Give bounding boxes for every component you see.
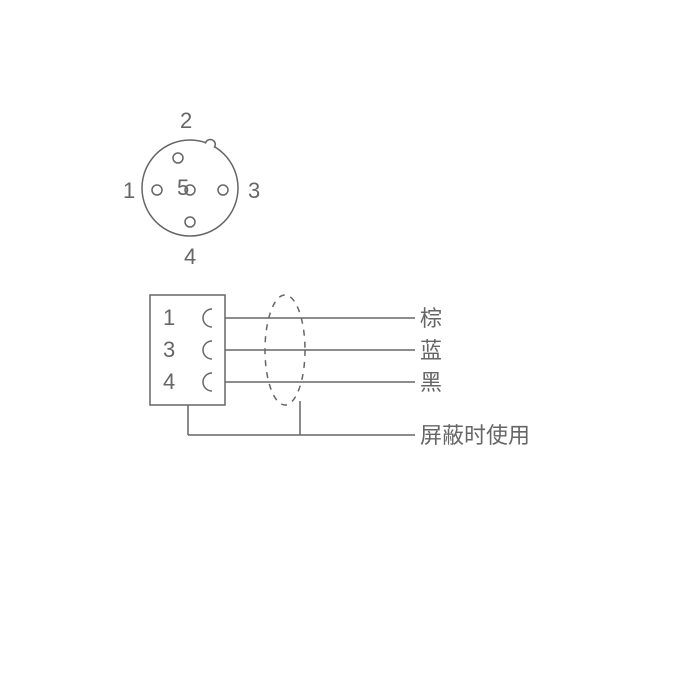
pin-label-1: 1 — [123, 178, 135, 203]
terminal-socket-4 — [203, 373, 212, 391]
wire-color-label-3: 蓝 — [420, 338, 442, 363]
pin-label-2: 2 — [180, 108, 192, 133]
terminal-num-3: 3 — [163, 337, 175, 362]
terminal-socket-1 — [203, 309, 212, 327]
terminal-socket-3 — [203, 341, 212, 359]
wiring-block: 1 棕 3 蓝 4 黑屏蔽时使用 — [150, 295, 530, 448]
connector-face: 1 2 3 4 5 — [123, 108, 260, 269]
terminal-num-4: 4 — [163, 369, 175, 394]
pin-label-5: 5 — [177, 175, 189, 200]
shield-label: 屏蔽时使用 — [420, 423, 530, 448]
pin-label-4: 4 — [184, 244, 196, 269]
terminal-box — [150, 295, 225, 405]
wire-color-label-1: 棕 — [420, 306, 442, 331]
wire-color-label-4: 黑 — [420, 370, 442, 395]
connector-inner-mask — [143, 141, 237, 235]
terminal-num-1: 1 — [163, 305, 175, 330]
pin-label-3: 3 — [248, 178, 260, 203]
